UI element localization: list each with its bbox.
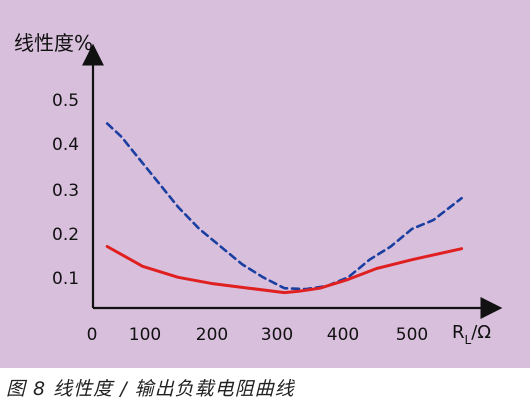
y-tick-label: 0.5 (52, 91, 79, 111)
axis-labels: 线性度% RL/Ω (14, 31, 491, 347)
x-tick-label: 0 (87, 325, 98, 345)
y-tick-label: 0.4 (52, 135, 79, 155)
x-axis-label: RL/Ω (452, 322, 491, 347)
x-axis-label-subscript: L (465, 333, 472, 347)
y-tick-label: 0.2 (52, 225, 79, 245)
series-layer (105, 122, 464, 295)
chart: 0 100 200 300 400 500 0.1 0.2 0.3 0.4 0.5 线性度% RL/Ω (14, 31, 503, 347)
figure-caption: 图 8 线性度 / 输出负载电阻曲线 (6, 378, 295, 400)
series-line-solid (105, 245, 464, 295)
y-axis-label: 线性度% (14, 31, 93, 55)
x-axis-label-unit: /Ω (471, 322, 491, 343)
axes (82, 43, 503, 319)
x-tick-label: 200 (196, 325, 228, 345)
x-tick-label: 400 (327, 325, 359, 345)
y-tick-label: 0.1 (52, 269, 79, 289)
x-tick-label: 500 (396, 325, 428, 345)
y-tick-label: 0.3 (52, 181, 79, 201)
x-tick-label: 300 (261, 325, 293, 345)
series-line-dashed (105, 122, 463, 291)
x-axis-label-main: R (452, 322, 465, 343)
tick-labels: 0 100 200 300 400 500 0.1 0.2 0.3 0.4 0.5 (52, 91, 428, 345)
x-tick-label: 100 (129, 325, 161, 345)
